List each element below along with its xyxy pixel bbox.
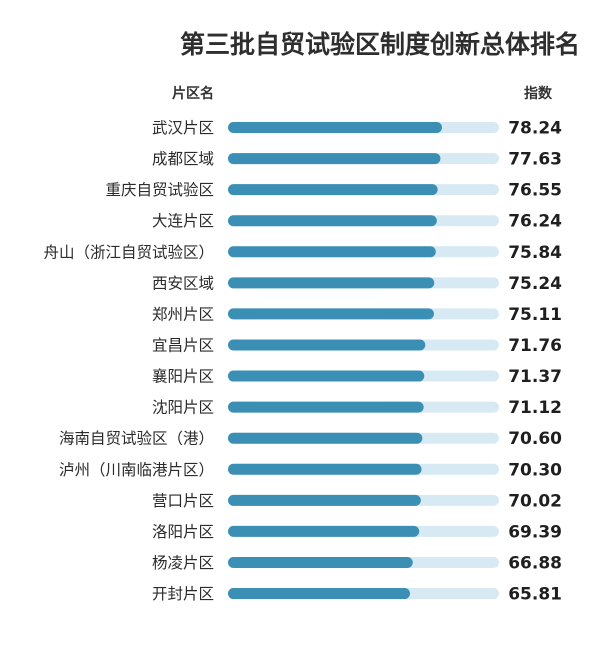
bar (228, 525, 420, 537)
value-label: 75.84 (508, 243, 562, 263)
category-label: 开封片区 (152, 585, 214, 603)
value-label: 71.37 (508, 367, 562, 387)
category-label: 重庆自贸试验区 (105, 181, 214, 199)
bar (228, 122, 442, 133)
bar (228, 588, 410, 600)
category-label: 成都区域 (152, 150, 214, 168)
bar (228, 308, 434, 320)
value-label: 76.55 (508, 181, 562, 201)
value-label: 75.11 (508, 305, 562, 325)
value-label: 66.88 (508, 553, 562, 573)
value-label: 70.02 (508, 491, 562, 511)
bar (228, 401, 424, 413)
bar (228, 215, 437, 227)
value-label: 78.24 (508, 119, 562, 139)
category-label: 沈阳片区 (152, 399, 214, 417)
bar (228, 494, 421, 506)
bar (228, 432, 423, 444)
value-label: 70.30 (508, 460, 562, 480)
bar (228, 339, 426, 351)
bar (228, 153, 441, 165)
category-label: 大连片区 (152, 212, 214, 230)
category-label: 舟山（浙江自贸试验区） (43, 243, 214, 261)
category-label: 杨凌片区 (152, 554, 214, 572)
category-label: 洛阳片区 (152, 523, 214, 541)
category-label: 武汉片区 (152, 119, 214, 137)
category-label: 泸州（川南临港片区） (59, 461, 214, 479)
category-label: 海南自贸试验区（港） (59, 430, 214, 448)
category-label: 宜昌片区 (152, 336, 214, 354)
bar (228, 370, 425, 382)
chart-rows: 武汉片区 78.24 成都区域 77.63 重庆自贸试验区 76.55 大连片区 76.24 舟… (43, 119, 562, 605)
chart-title: 第三批自贸试验区制度创新总体排名 (180, 30, 580, 59)
value-label: 71.12 (508, 398, 562, 418)
bar (228, 184, 438, 196)
value-label: 75.24 (508, 274, 562, 294)
bar (228, 463, 422, 475)
value-label: 76.24 (508, 212, 562, 232)
value-label: 65.81 (508, 585, 562, 605)
category-label: 西安区域 (152, 274, 214, 292)
value-header: 指数 (524, 85, 553, 102)
value-label: 69.39 (508, 522, 562, 542)
category-label: 营口片区 (152, 492, 214, 510)
bar (228, 277, 435, 289)
value-label: 77.63 (508, 150, 562, 170)
category-label: 郑州片区 (152, 305, 214, 323)
category-label: 襄阳片区 (152, 367, 214, 386)
value-label: 70.60 (508, 429, 562, 449)
bar (228, 556, 413, 568)
bar (228, 246, 436, 258)
category-header: 片区名 (172, 85, 214, 102)
value-label: 71.76 (508, 336, 562, 356)
